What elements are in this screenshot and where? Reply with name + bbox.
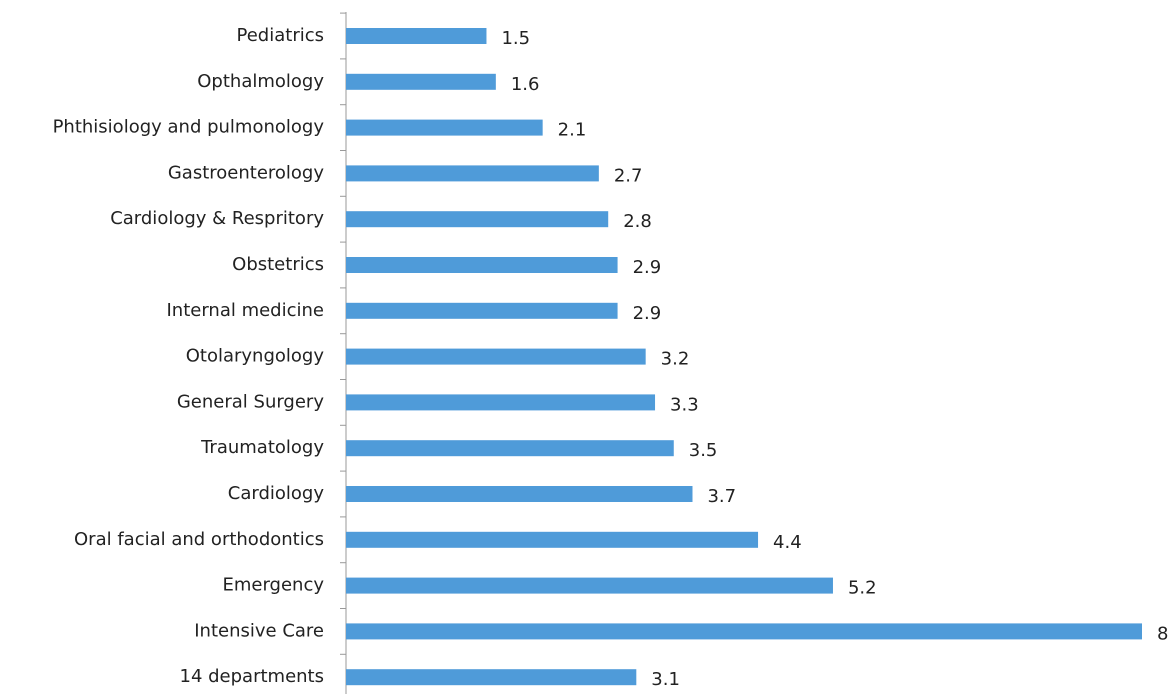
data-label: 8.5 bbox=[1157, 623, 1168, 644]
data-label: 2.8 bbox=[623, 211, 652, 232]
category-label: Obstetrics bbox=[232, 254, 324, 275]
category-label: Intensive Care bbox=[194, 620, 324, 641]
bar bbox=[346, 394, 656, 411]
bar bbox=[346, 623, 1142, 640]
category-label: Cardiology & Respritory bbox=[110, 208, 324, 229]
category-label: Phthisiology and pulmonology bbox=[53, 117, 325, 138]
bar bbox=[346, 302, 618, 319]
category-label: Traumatology bbox=[200, 437, 324, 458]
bar bbox=[346, 531, 759, 548]
category-label: Emergency bbox=[222, 575, 324, 596]
bar bbox=[346, 211, 609, 228]
data-label: 2.7 bbox=[614, 165, 643, 186]
data-label: 2.9 bbox=[633, 303, 662, 324]
data-label: 4.4 bbox=[773, 532, 802, 553]
category-label: Gastroenterology bbox=[168, 162, 325, 183]
data-label: 2.1 bbox=[558, 120, 587, 141]
data-label: 3.7 bbox=[707, 486, 736, 507]
bar bbox=[346, 486, 693, 502]
bar bbox=[346, 577, 833, 594]
data-label: 1.5 bbox=[501, 28, 530, 49]
bar bbox=[346, 119, 543, 136]
bar bbox=[346, 28, 487, 44]
category-label: Pediatrics bbox=[237, 25, 324, 46]
data-label: 3.1 bbox=[651, 669, 680, 690]
bar bbox=[346, 73, 496, 90]
category-label: Internal medicine bbox=[166, 300, 324, 321]
bar bbox=[346, 257, 618, 273]
data-label: 3.3 bbox=[670, 394, 699, 415]
data-label: 1.6 bbox=[511, 74, 540, 95]
category-label: Cardiology bbox=[228, 483, 325, 504]
data-label: 3.5 bbox=[689, 440, 718, 461]
data-label: 5.2 bbox=[848, 578, 877, 599]
bar bbox=[346, 165, 599, 182]
category-label: Oral facial and orthodontics bbox=[74, 529, 324, 550]
category-label: General Surgery bbox=[177, 391, 324, 412]
bar bbox=[346, 440, 674, 457]
data-label: 2.9 bbox=[633, 257, 662, 278]
bar bbox=[346, 348, 646, 365]
data-label: 3.2 bbox=[661, 349, 690, 370]
category-label: 14 departments bbox=[180, 666, 325, 687]
bar bbox=[346, 669, 637, 686]
category-label: Otolaryngology bbox=[186, 346, 325, 367]
category-label: Opthalmology bbox=[197, 71, 324, 92]
